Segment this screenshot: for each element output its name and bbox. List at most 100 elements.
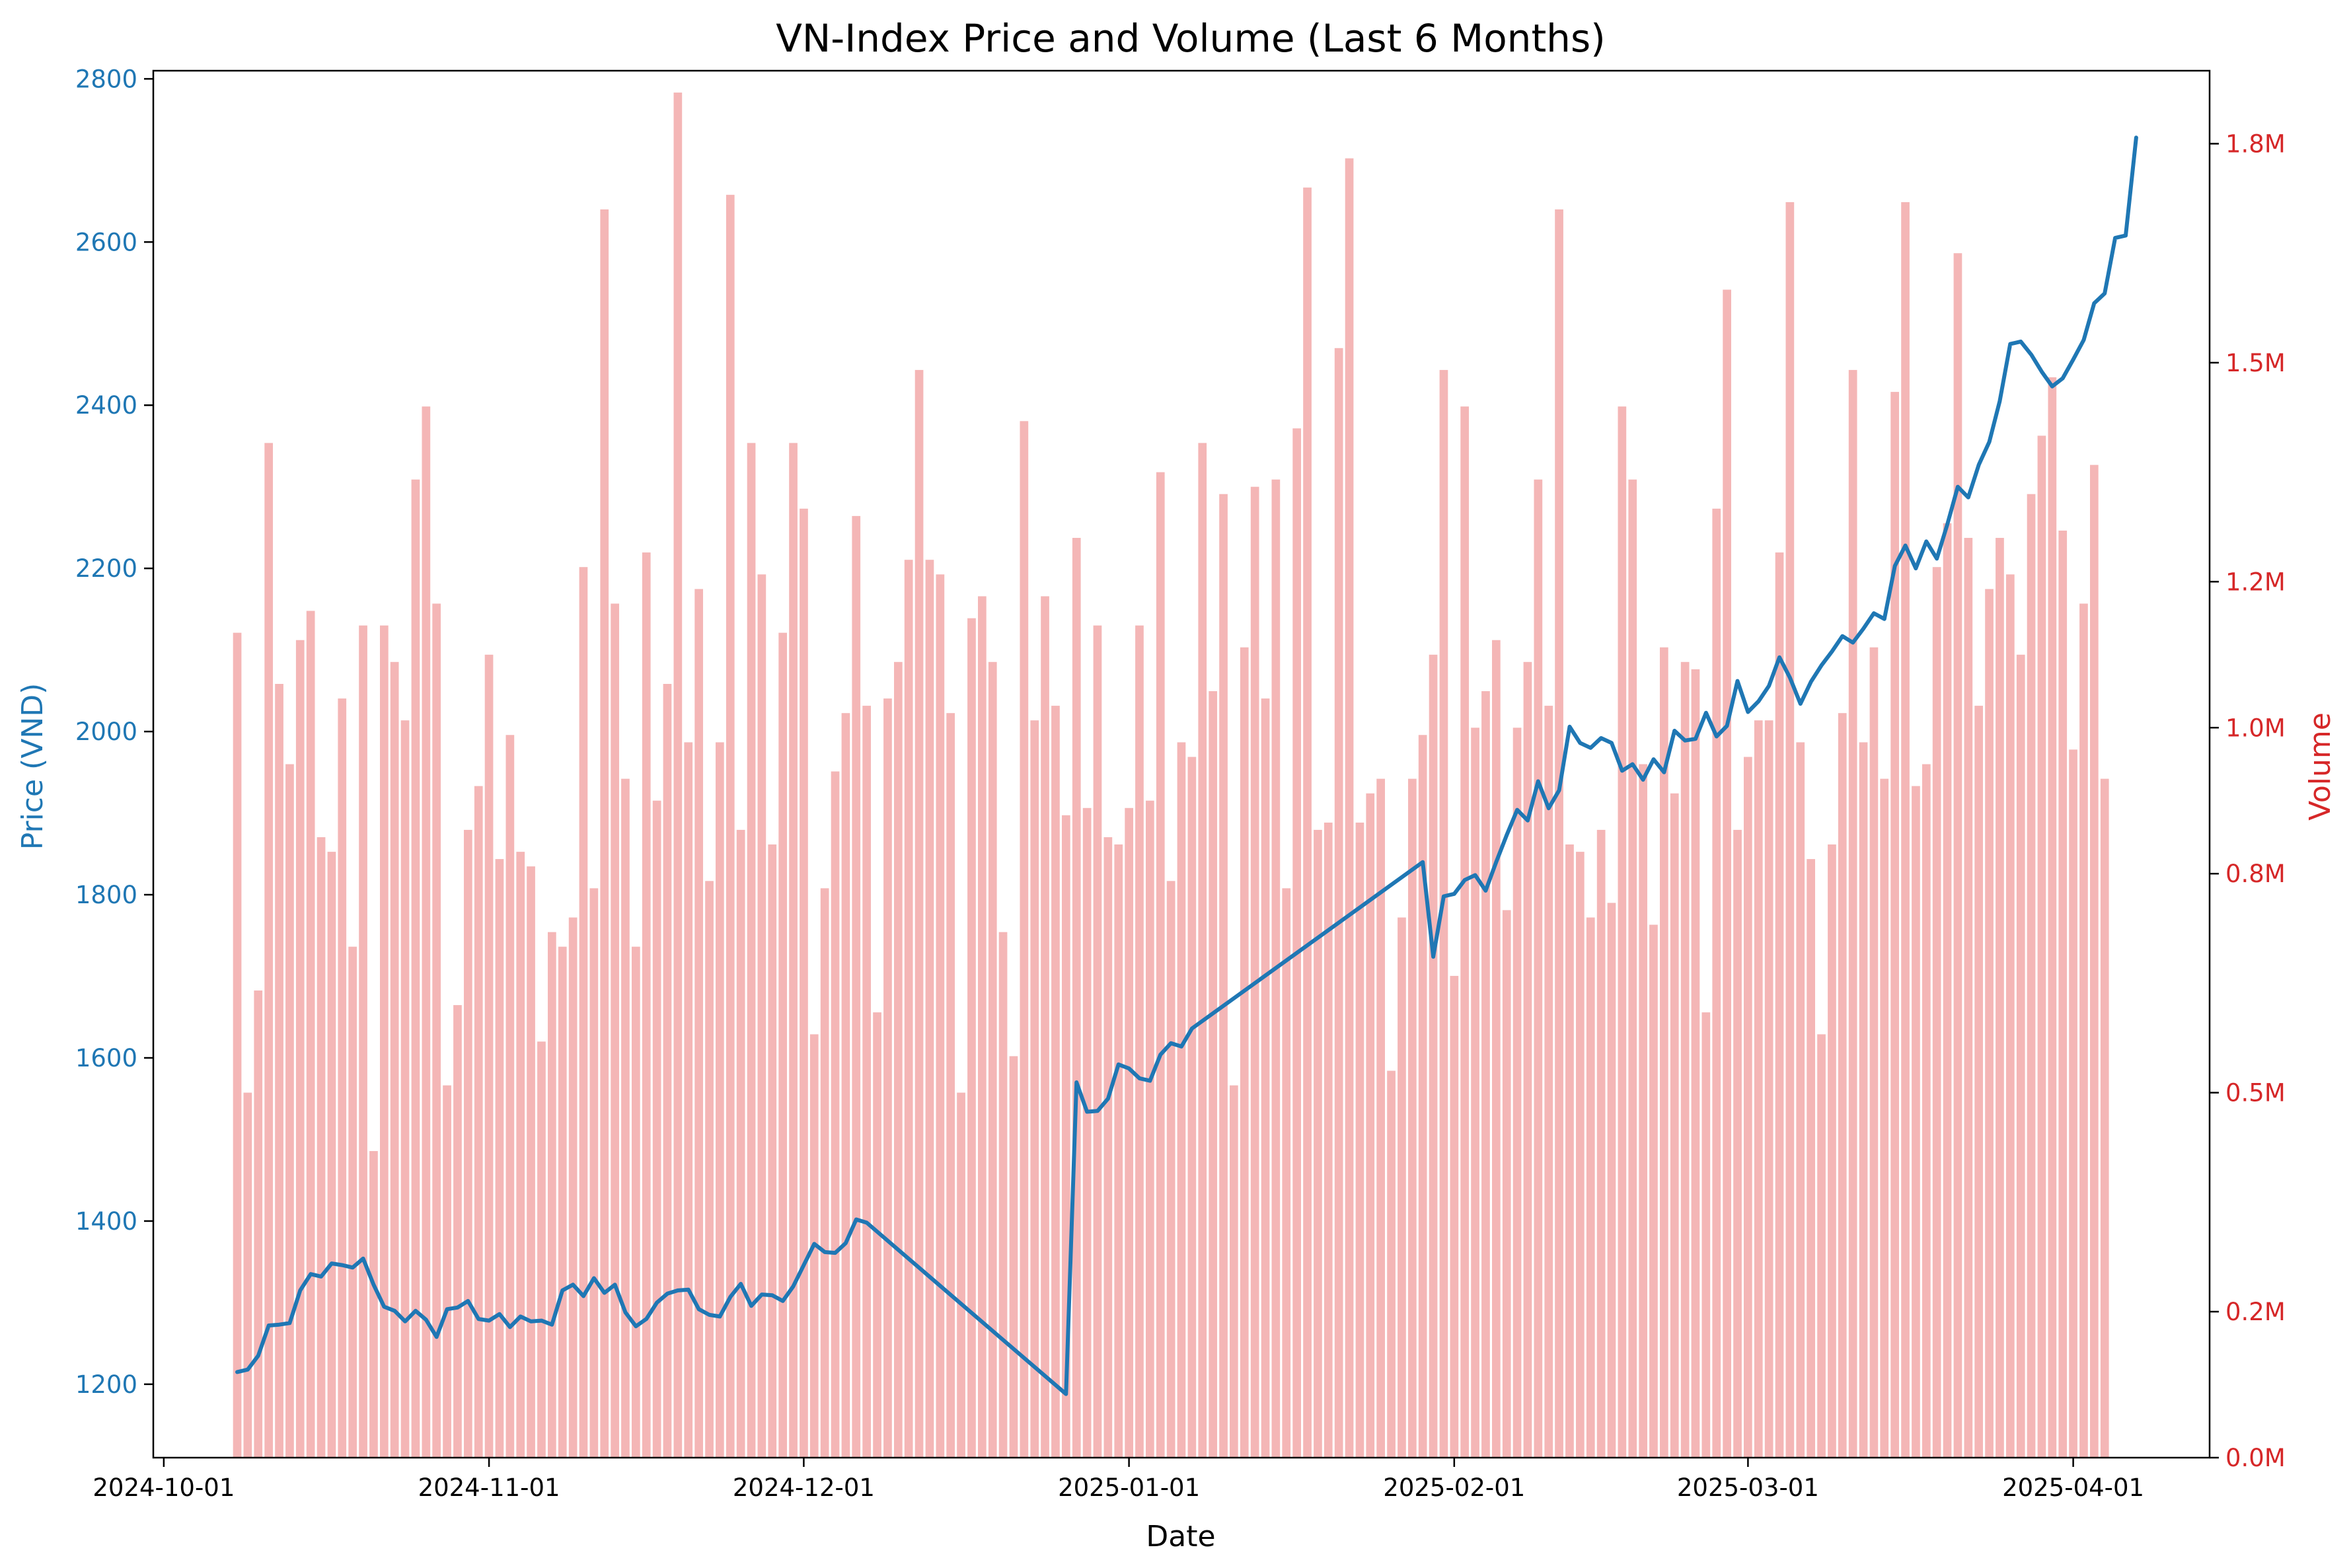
price-point <box>1840 634 1844 638</box>
price-point <box>1620 768 1624 772</box>
price-point <box>687 1288 690 1292</box>
volume-bar <box>1355 822 1364 1458</box>
volume-bar <box>820 888 829 1458</box>
price-point <box>697 1307 701 1311</box>
volume-bar <box>1041 596 1049 1458</box>
volume-bar <box>453 1005 462 1458</box>
volume-bar <box>862 706 871 1458</box>
price-point <box>1977 463 1981 467</box>
volume-bar <box>1219 494 1228 1458</box>
price-point <box>1851 641 1855 644</box>
volume-bar <box>1901 202 1910 1458</box>
volume-bar <box>516 852 525 1458</box>
price-point <box>392 1309 396 1313</box>
price-point <box>1442 895 1446 898</box>
price-point <box>676 1288 680 1292</box>
price-point <box>833 1251 837 1255</box>
price-point <box>812 1242 816 1246</box>
x-tick-label: 2024-12-01 <box>733 1474 875 1502</box>
volume-bar <box>1764 720 1773 1458</box>
price-point <box>592 1276 596 1280</box>
price-point <box>487 1319 491 1323</box>
price-point <box>1158 1053 1162 1057</box>
volume-bar <box>2006 574 2015 1458</box>
x-tick-label: 2025-04-01 <box>2002 1474 2144 1502</box>
price-point <box>1652 757 1655 761</box>
volume-bars <box>233 93 2109 1458</box>
volume-bar <box>2016 654 2025 1458</box>
price-point <box>1683 739 1687 743</box>
price-point <box>1085 1110 1089 1113</box>
price-point <box>1788 676 1792 680</box>
price-point <box>1631 763 1635 766</box>
volume-bar <box>1051 706 1060 1458</box>
volume-bar <box>1292 428 1301 1458</box>
volume-bar <box>1890 392 1899 1458</box>
volume-bar <box>2048 377 2057 1458</box>
price-point <box>1662 770 1666 774</box>
volume-bar <box>1943 523 1952 1458</box>
volume-bar <box>1869 647 1879 1458</box>
y-axis-left-label: Price (VND) <box>16 683 50 850</box>
volume-bar <box>1502 910 1511 1458</box>
volume-bar <box>2027 494 2036 1458</box>
volume-bar <box>936 574 945 1458</box>
volume-bar <box>1009 1056 1018 1458</box>
volume-bar <box>1723 289 1731 1458</box>
volume-bar <box>1345 158 1354 1458</box>
price-point <box>603 1291 607 1295</box>
y-left-tick-label: 1200 <box>75 1370 137 1399</box>
price-point <box>1988 440 1992 444</box>
price-point <box>1557 788 1561 792</box>
price-point <box>267 1324 271 1327</box>
volume-bar <box>1838 713 1847 1458</box>
volume-bar <box>233 632 242 1458</box>
volume-bar <box>726 194 735 1458</box>
price-point <box>1725 724 1729 728</box>
volume-bar <box>1376 778 1385 1458</box>
price-point <box>1883 617 1886 621</box>
price-point <box>340 1263 344 1267</box>
price-point <box>1127 1066 1131 1070</box>
volume-bar <box>495 859 504 1458</box>
volume-bar <box>474 786 483 1458</box>
volume-bar <box>1848 369 1857 1458</box>
volume-bar <box>1796 742 1805 1458</box>
price-point <box>1588 746 1592 750</box>
price-point <box>1578 741 1582 745</box>
price-point <box>1736 679 1739 683</box>
y-right-tick-label: 1.5M <box>2225 349 2286 377</box>
price-point <box>1526 819 1530 823</box>
volume-bar <box>694 589 703 1458</box>
price-point <box>655 1300 659 1304</box>
volume-bar <box>1198 443 1207 1458</box>
volume-bar <box>443 1085 451 1458</box>
price-point <box>403 1320 407 1324</box>
volume-bar <box>757 574 766 1458</box>
price-point <box>529 1320 533 1324</box>
volume-bar <box>359 625 367 1458</box>
price-point <box>287 1321 291 1325</box>
x-tick-label: 2025-02-01 <box>1383 1474 1525 1502</box>
volume-bar <box>852 515 861 1458</box>
volume-bar <box>400 720 410 1458</box>
price-point <box>1568 725 1571 729</box>
y-right-tick-label: 0.0M <box>2225 1444 2286 1472</box>
volume-bar <box>1209 691 1217 1458</box>
price-point <box>1777 655 1781 659</box>
price-point <box>2103 291 2107 295</box>
volume-bar <box>914 369 924 1458</box>
volume-bar <box>1398 917 1406 1458</box>
price-point <box>1694 737 1698 741</box>
price-point <box>2040 370 2044 374</box>
price-point <box>476 1317 480 1321</box>
volume-bar <box>579 567 588 1458</box>
volume-bar <box>1922 764 1931 1458</box>
price-point <box>2029 353 2033 357</box>
volume-bar <box>537 1041 546 1458</box>
price-point <box>1452 892 1456 896</box>
price-point <box>613 1283 617 1287</box>
price-point <box>1641 778 1645 782</box>
price-point <box>445 1307 449 1311</box>
price-point <box>1064 1392 1068 1396</box>
